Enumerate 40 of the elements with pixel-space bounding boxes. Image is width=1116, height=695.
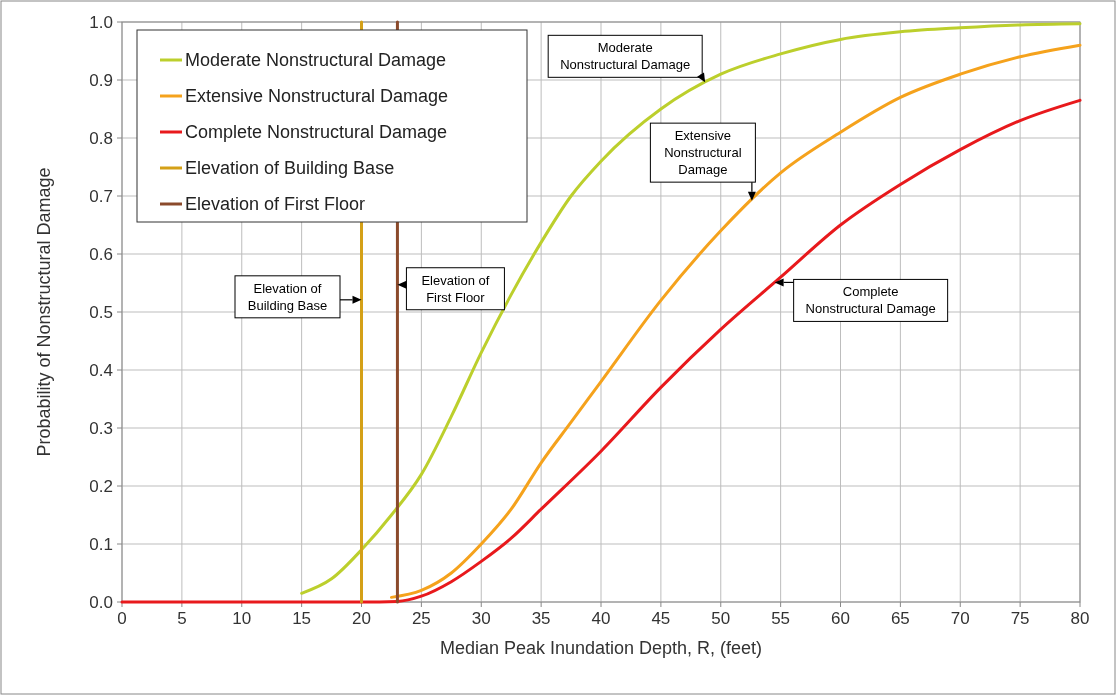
x-axis-title: Median Peak Inundation Depth, R, (feet): [439, 638, 763, 658]
annotation: Extensive Nonstructural Damage: [664, 128, 742, 178]
x-tick-label: 55: [771, 609, 791, 628]
legend-label: Extensive Nonstructural Damage: [185, 86, 449, 107]
x-tick-label: 70: [950, 609, 970, 628]
annotation: Elevation of First Floor: [421, 272, 490, 305]
x-tick-label: 45: [651, 609, 671, 628]
x-tick-label: 30: [471, 609, 491, 628]
y-tick-label: 0.7: [89, 186, 113, 206]
x-tick-label: 60: [831, 609, 850, 628]
y-tick-label: 0.6: [89, 244, 113, 264]
y-tick-label: 0.2: [89, 476, 113, 496]
y-tick-label: 0.0: [89, 592, 113, 612]
legend-label: Moderate Nonstructural Damage: [185, 50, 447, 71]
x-tick-label: 5: [177, 609, 187, 628]
y-tick-label: 0.3: [89, 418, 113, 438]
y-tick-label: 0.4: [89, 360, 113, 380]
legend-label: Complete Nonstructural Damage: [185, 122, 448, 143]
y-tick-label: 0.8: [89, 128, 113, 148]
y-tick-label: 0.5: [89, 302, 113, 322]
legend-label: Elevation of Building Base: [185, 158, 395, 179]
y-tick-label: 0.9: [89, 70, 113, 90]
x-tick-label: 20: [352, 609, 371, 628]
x-tick-label: 0: [117, 609, 127, 628]
annotation: Moderate Nonstructural Damage: [560, 40, 691, 73]
annotation: Complete Nonstructural Damage: [805, 284, 936, 317]
annotation: Elevation of Building Base: [247, 280, 328, 313]
legend-label: Elevation of First Floor: [185, 194, 366, 215]
x-tick-label: 80: [1070, 609, 1090, 628]
x-tick-label: 35: [531, 609, 551, 628]
x-tick-label: 15: [292, 609, 312, 628]
x-tick-label: 25: [411, 609, 431, 628]
x-tick-label: 40: [591, 609, 611, 628]
y-axis-title: Probability of Nonstructural Damage: [34, 167, 54, 457]
x-tick-label: 65: [890, 609, 910, 628]
x-tick-label: 10: [232, 609, 252, 628]
x-tick-label: 75: [1010, 609, 1030, 628]
y-tick-label: 1.0: [89, 12, 113, 32]
x-tick-label: 50: [711, 609, 731, 628]
y-tick-label: 0.1: [89, 534, 113, 554]
